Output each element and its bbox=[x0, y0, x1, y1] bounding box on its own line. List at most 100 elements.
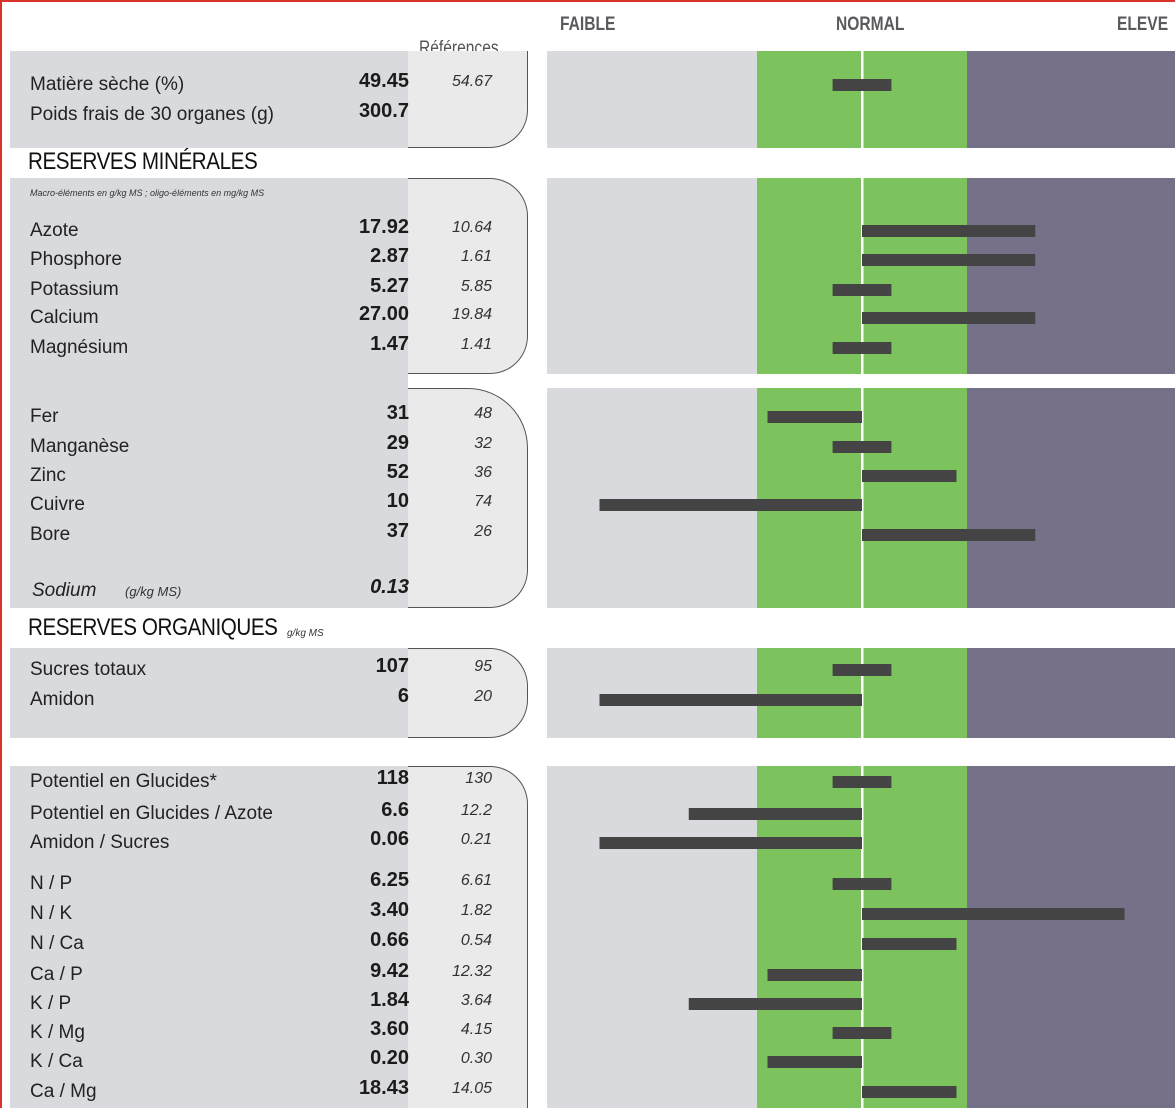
row-label: Azote bbox=[30, 220, 79, 241]
row-label: Sucres totaux bbox=[30, 659, 147, 680]
zone-eleve-band bbox=[967, 51, 1175, 148]
row-value: 2.87 bbox=[370, 245, 409, 267]
row-reference: 10.64 bbox=[451, 219, 492, 236]
zone-faible-band bbox=[547, 51, 757, 148]
deviation-bar bbox=[832, 441, 892, 453]
row-reference: 12.32 bbox=[451, 963, 492, 980]
zone-header-eleve: ELEVE bbox=[1117, 14, 1169, 35]
row-label: Zinc bbox=[30, 465, 66, 486]
zone-eleve-band bbox=[967, 388, 1175, 608]
row-value: 29 bbox=[386, 432, 409, 454]
frame-top-border bbox=[0, 0, 1175, 2]
deviation-bar bbox=[862, 254, 1036, 266]
row-reference: 1.82 bbox=[460, 902, 492, 919]
deviation-bar bbox=[767, 411, 862, 423]
deviation-bar bbox=[832, 342, 892, 354]
row-value: 5.27 bbox=[370, 275, 409, 297]
minerales-unit-note: Macro-éléments en g/kg MS ; oligo-élémen… bbox=[30, 188, 265, 198]
row-reference: 95 bbox=[474, 658, 492, 675]
deviation-bar bbox=[832, 878, 892, 890]
row-reference: 6.61 bbox=[460, 872, 492, 889]
row-value: 0.13 bbox=[370, 576, 409, 598]
row-label: Ca / P bbox=[30, 964, 83, 985]
row-value: 0.20 bbox=[370, 1047, 409, 1069]
row-label: Amidon bbox=[30, 689, 95, 710]
row-reference: 54.67 bbox=[451, 73, 492, 90]
row-value: 27.00 bbox=[358, 303, 409, 325]
row-label: Fer bbox=[30, 406, 59, 427]
zone-header-normal: NORMAL bbox=[836, 14, 905, 35]
row-label: Phosphore bbox=[30, 249, 122, 270]
reference-center-line bbox=[861, 51, 864, 148]
row-reference: 0.54 bbox=[460, 932, 492, 949]
deviation-bar bbox=[862, 1086, 957, 1098]
row-label: Sodium bbox=[32, 580, 97, 601]
deviation-bar bbox=[688, 998, 862, 1010]
row-label: N / K bbox=[30, 903, 73, 924]
row-label: Magnésium bbox=[30, 337, 129, 358]
row-reference: 1.41 bbox=[460, 336, 492, 353]
row-value: 18.43 bbox=[358, 1077, 409, 1099]
row-value: 118 bbox=[376, 767, 409, 789]
row-label: Manganèse bbox=[30, 436, 130, 457]
row-reference: 130 bbox=[465, 770, 492, 787]
deviation-bar bbox=[832, 1027, 892, 1039]
row-value: 37 bbox=[386, 520, 409, 542]
deviation-bar bbox=[832, 79, 892, 91]
deviation-bar bbox=[688, 808, 862, 820]
reference-pill-4 bbox=[408, 648, 528, 738]
row-value: 3.60 bbox=[370, 1018, 409, 1040]
row-label: K / Mg bbox=[30, 1022, 85, 1043]
row-label: Bore bbox=[30, 524, 71, 545]
section-reserves-organiques: RESERVES ORGANIQUES bbox=[28, 614, 278, 641]
zone-eleve-band bbox=[967, 178, 1175, 374]
reference-center-line bbox=[861, 766, 864, 1108]
row-value: 9.42 bbox=[370, 960, 409, 982]
zone-faible-band bbox=[547, 388, 757, 608]
sodium-unit: (g/kg MS) bbox=[125, 584, 182, 599]
row-reference: 20 bbox=[474, 688, 492, 705]
row-reference: 26 bbox=[474, 523, 492, 540]
reference-pill-1 bbox=[408, 51, 528, 148]
zone-eleve-band bbox=[967, 648, 1175, 738]
zone-faible-band bbox=[547, 178, 757, 374]
row-reference: 5.85 bbox=[460, 278, 492, 295]
row-value: 1.47 bbox=[370, 333, 409, 355]
deviation-bar bbox=[862, 908, 1125, 920]
frame-left-border bbox=[0, 0, 2, 1108]
row-label: K / Ca bbox=[30, 1051, 83, 1072]
row-label: Potassium bbox=[30, 279, 119, 300]
row-value: 0.06 bbox=[370, 828, 409, 850]
row-label: N / P bbox=[30, 873, 73, 894]
zone-faible-band bbox=[547, 648, 757, 738]
deviation-bar bbox=[767, 1056, 862, 1068]
zone-eleve-band bbox=[967, 766, 1175, 1108]
deviation-bar bbox=[862, 225, 1036, 237]
row-value: 6.6 bbox=[381, 799, 409, 821]
label-bg-block-2 bbox=[10, 178, 408, 608]
row-value: 49.45 bbox=[358, 70, 409, 92]
reference-pill-2 bbox=[408, 178, 528, 374]
row-reference: 32 bbox=[474, 435, 492, 452]
reference-center-line bbox=[861, 648, 864, 738]
deviation-bar bbox=[862, 470, 957, 482]
deviation-bar bbox=[599, 499, 862, 511]
row-label: Cuivre bbox=[30, 494, 85, 515]
label-bg-block-1 bbox=[10, 51, 408, 148]
reference-center-line bbox=[861, 178, 864, 374]
row-label: Poids frais de 30 organes (g) bbox=[30, 104, 274, 125]
row-value: 107 bbox=[375, 655, 409, 677]
row-label: N / Ca bbox=[30, 933, 84, 954]
row-reference: 74 bbox=[474, 493, 492, 510]
row-label: Potentiel en Glucides / Azote bbox=[30, 803, 273, 824]
deviation-bar bbox=[832, 776, 892, 788]
row-reference: 14.05 bbox=[451, 1080, 492, 1097]
row-value: 3.40 bbox=[370, 899, 409, 921]
row-label: Amidon / Sucres bbox=[30, 832, 170, 853]
row-label: Ca / Mg bbox=[30, 1081, 97, 1102]
row-value: 6.25 bbox=[370, 869, 409, 891]
organiques-unit: g/kg MS bbox=[287, 628, 324, 639]
row-reference: 1.61 bbox=[460, 248, 492, 265]
